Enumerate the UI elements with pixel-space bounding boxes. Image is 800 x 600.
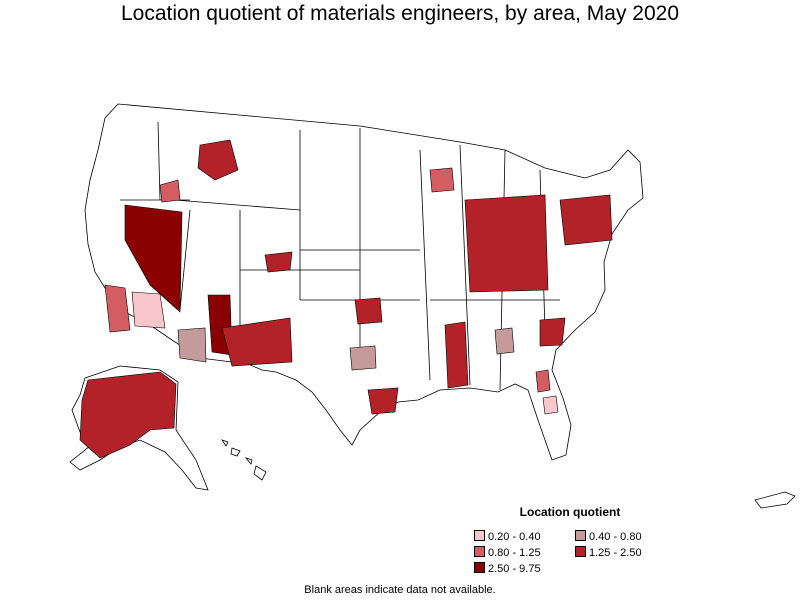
area-colorado-red <box>264 251 293 273</box>
area-idaho-medium <box>159 179 181 203</box>
area-florida-medium <box>535 369 551 393</box>
area-wisconsin-medium <box>429 167 455 193</box>
area-california-pink <box>131 291 166 329</box>
area-florida-pink <box>542 395 559 415</box>
area-carolina-red <box>539 317 566 347</box>
legend-label: 0.40 - 0.80 <box>589 531 642 543</box>
map-title: Location quotient of materials engineers… <box>120 2 679 25</box>
legend-swatch <box>474 530 485 541</box>
legend-label: 0.80 - 1.25 <box>488 547 541 559</box>
area-california-medium <box>104 284 131 333</box>
area-georgia-red <box>444 321 469 389</box>
legend-item-2-50-9-75: 2.50 - 9.75 <box>474 562 541 575</box>
area-texas-red <box>367 387 399 415</box>
legend-item-0-80-1-25: 0.80 - 1.25 <box>474 546 541 559</box>
legend-label: 1.25 - 2.50 <box>589 547 642 559</box>
legend-swatch <box>575 530 586 541</box>
area-arizona-gray <box>177 327 207 363</box>
area-texas-gray <box>349 345 377 371</box>
area-montana-red <box>197 139 239 181</box>
legend-label: 0.20 - 0.40 <box>488 531 541 543</box>
puerto-rico <box>754 491 796 509</box>
area-georgia-gray <box>494 327 515 355</box>
area-arizona-nm-red <box>221 317 293 367</box>
legend-label: 2.50 - 9.75 <box>488 563 541 575</box>
legend-swatch <box>474 546 485 557</box>
area-nevada-dark <box>124 204 183 313</box>
hawaii-islands <box>221 439 267 481</box>
area-northeast-red <box>559 194 613 246</box>
legend-item-0-40-0-80: 0.40 - 0.80 <box>575 530 642 543</box>
legend-swatch <box>474 562 485 573</box>
footnote: Blank areas indicate data not available. <box>304 584 496 596</box>
legend-title: Location quotient <box>519 505 621 519</box>
legend-item-1-25-2-50: 1.25 - 2.50 <box>575 546 642 559</box>
area-oklahoma-red <box>354 297 383 325</box>
area-midwest-red <box>464 194 549 293</box>
area-alaska-red <box>79 371 177 459</box>
legend-item-0-20-0-40: 0.20 - 0.40 <box>474 530 541 543</box>
legend-swatch <box>575 546 586 557</box>
